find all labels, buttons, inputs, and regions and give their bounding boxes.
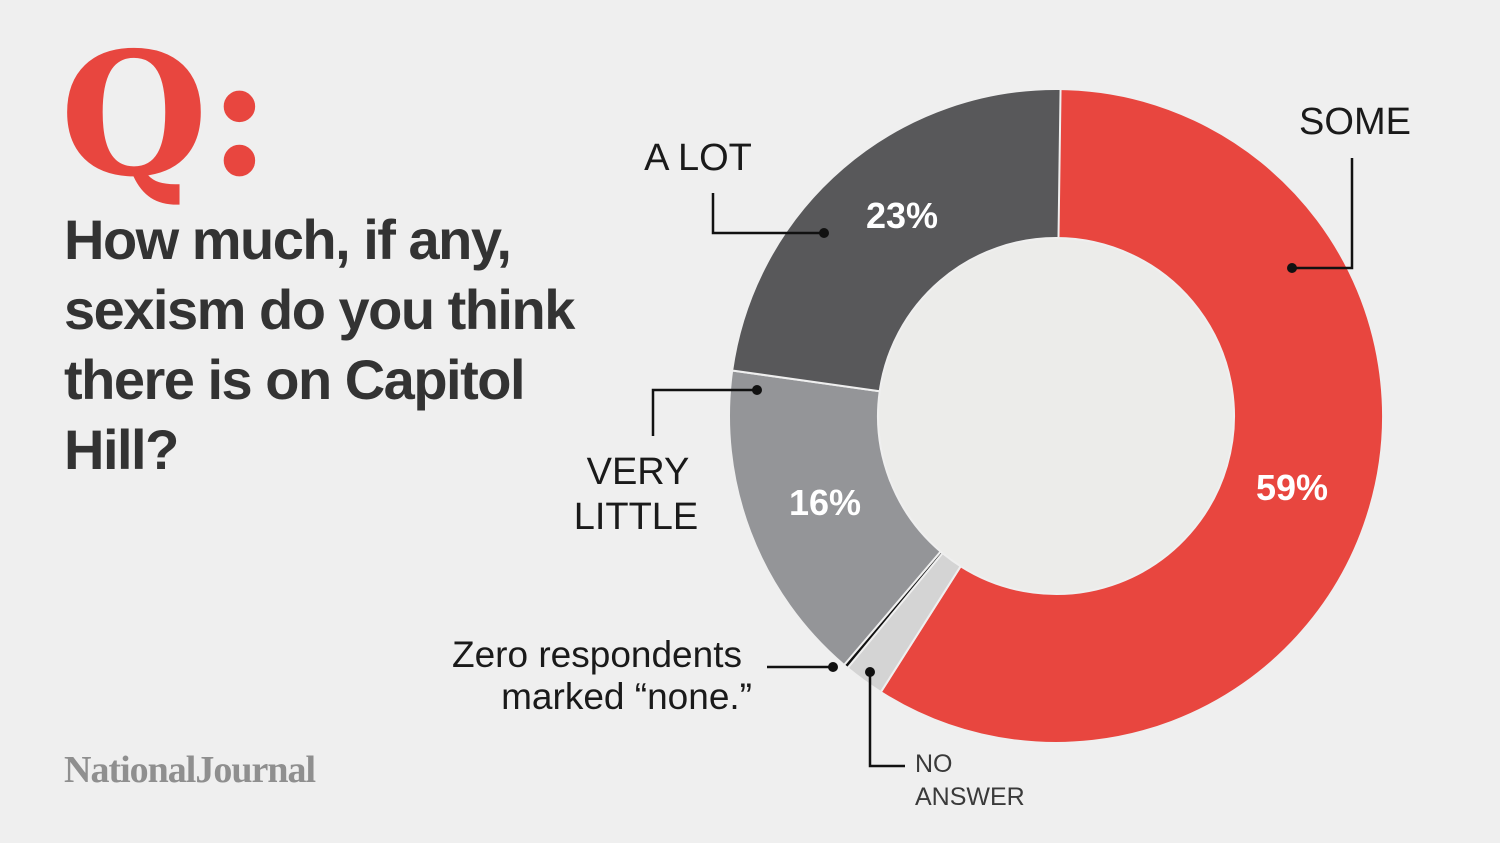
leader-no-answer bbox=[868, 672, 905, 768]
label-very-little-line1: VERY bbox=[587, 451, 690, 493]
note-none-line1: Zero respondents bbox=[452, 634, 742, 675]
pct-very-little: 16% bbox=[789, 482, 861, 523]
label-very-little-line2: LITTLE bbox=[574, 496, 699, 538]
label-no-answer-line2: ANSWER bbox=[915, 783, 1025, 811]
q-logo: Q: bbox=[60, 15, 271, 215]
dot-very-little bbox=[752, 385, 762, 395]
label-a-lot: A LOT bbox=[644, 137, 752, 179]
pct-some: 59% bbox=[1256, 467, 1328, 508]
donut-hole bbox=[879, 239, 1233, 593]
dot-a-lot bbox=[819, 228, 829, 238]
national-journal-logo: NationalJournal bbox=[64, 749, 316, 791]
leader-very-little bbox=[651, 388, 757, 436]
slice-some bbox=[879, 87, 1384, 744]
slice-very-little bbox=[728, 369, 943, 667]
note-none-line2: marked “none.” bbox=[501, 676, 752, 717]
leader-a-lot bbox=[711, 193, 824, 235]
label-some: SOME bbox=[1299, 101, 1411, 143]
slice-a-lot bbox=[731, 88, 1062, 393]
pct-a-lot: 23% bbox=[866, 195, 938, 236]
leader-some bbox=[1292, 158, 1354, 270]
dot-some bbox=[1287, 263, 1297, 273]
dot-no-answer bbox=[865, 667, 875, 677]
dot-none bbox=[828, 662, 838, 672]
label-no-answer-line1: NO bbox=[915, 750, 953, 778]
page-title: How much, if any, sexism do you think th… bbox=[64, 208, 575, 481]
